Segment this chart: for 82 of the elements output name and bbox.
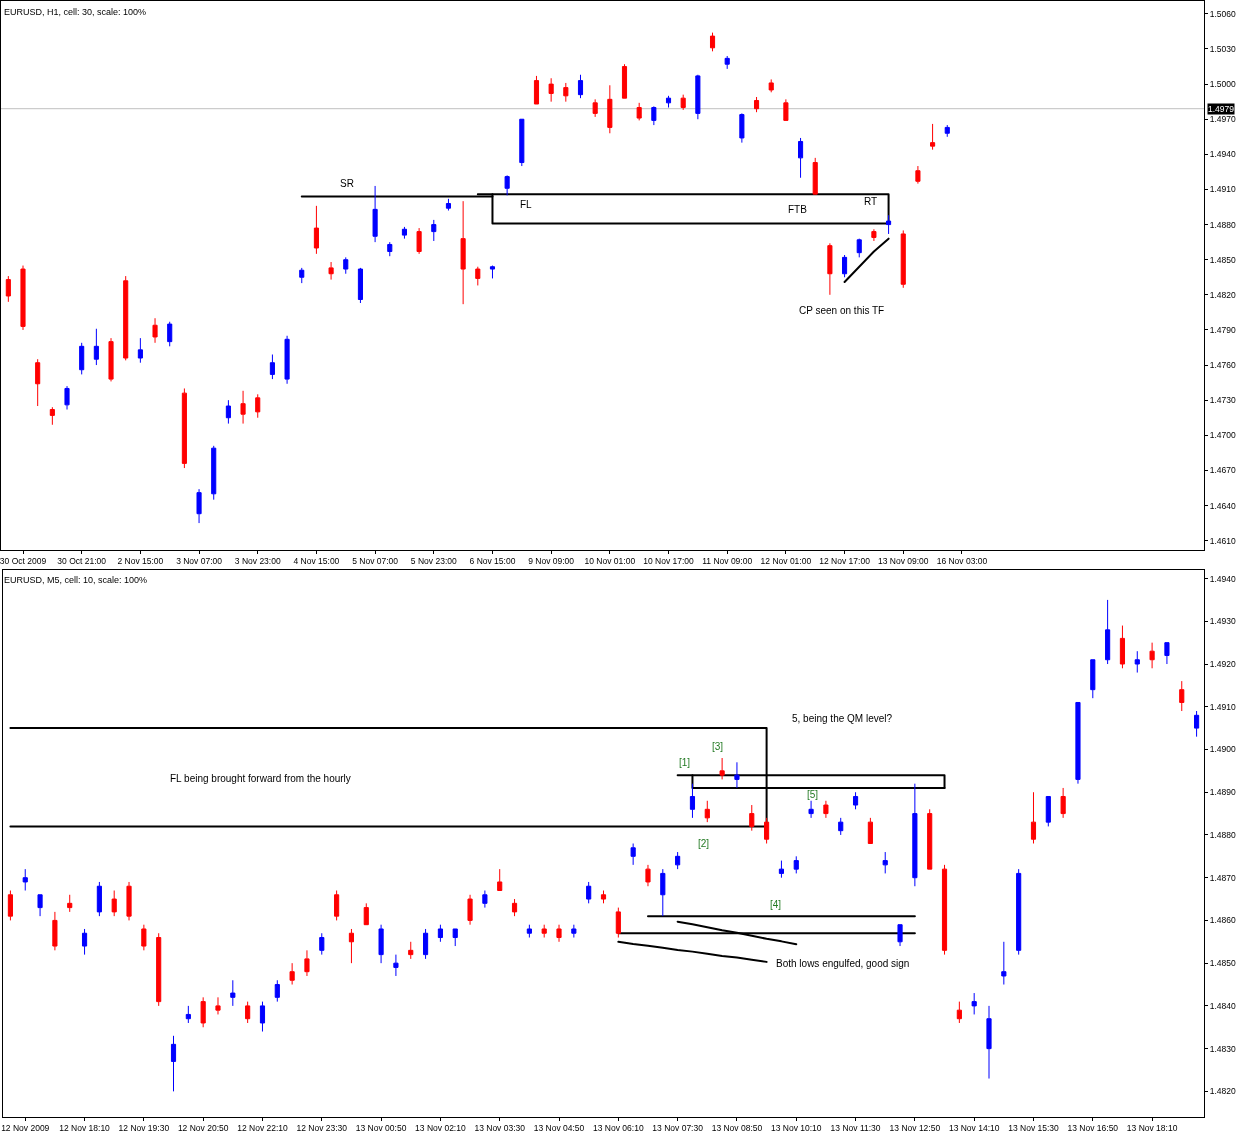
y-tick-label: 1.4850 [1209,958,1236,969]
x-tick-label: 4 Nov 15:00 [293,556,340,567]
y-tick-label: 1.4900 [1209,744,1236,755]
y-tick-label: 1.4850 [1209,254,1236,265]
x-tick-label: 13 Nov 00:50 [355,1123,407,1134]
x-tick-label: 13 Nov 07:30 [652,1123,704,1134]
y-tick-label: 1.4830 [1209,1043,1236,1054]
x-tick-label: 12 Nov 18:10 [59,1123,111,1134]
y-tick-label: 1.4760 [1209,360,1236,371]
annotation: [5] [807,789,819,800]
y-tick-label: 1.5060 [1209,8,1236,19]
x-tick-label: 13 Nov 04:50 [533,1123,585,1134]
y-tick-label: 1.4940 [1209,573,1236,584]
y-tick-label: 1.4880 [1209,829,1236,840]
x-tick-label: 12 Nov 22:10 [237,1123,289,1134]
x-tick-label: 12 Nov 19:30 [118,1123,170,1134]
x-tick-label: 12 Nov 2009 [1,1123,50,1134]
y-tick-label: 1.4890 [1209,787,1236,798]
y-tick-label: 1.4790 [1209,324,1236,335]
x-tick-label: 13 Nov 02:10 [415,1123,466,1134]
y-tick-label: 1.4880 [1209,219,1236,230]
y-tick-label: 1.4640 [1209,500,1236,511]
x-tick-label: 30 Oct 2009 [0,556,47,567]
annotation: [4] [770,899,782,910]
annotation: [3] [712,741,724,752]
x-tick-label: 13 Nov 08:50 [711,1123,763,1134]
text: EURUSD, H1, cell: 30, scale: 100% [4,7,147,18]
annotation: SR [340,178,354,189]
annotation: [1] [679,757,691,768]
annotation: FL [520,199,533,210]
x-tick-label: 13 Nov 12:50 [889,1123,941,1134]
x-tick-label: 5 Nov 07:00 [352,556,399,567]
y-tick-label: 1.4970 [1209,114,1236,125]
x-tick-label: 10 Nov 17:00 [643,556,695,567]
y-tick-label: 1.4860 [1209,915,1236,926]
x-tick-label: 11 Nov 09:00 [702,556,753,567]
y-tick-label: 1.4910 [1209,701,1236,712]
x-tick-label: 13 Nov 14:10 [948,1123,1000,1134]
annotation: RT [864,196,878,207]
x-tick-label: 16 Nov 03:00 [936,556,988,567]
x-tick-label: 13 Nov 06:10 [593,1123,644,1134]
y-tick-label: 1.4700 [1209,430,1236,441]
x-tick-label: 12 Nov 20:50 [177,1123,229,1134]
x-tick-label: 3 Nov 23:00 [234,556,281,567]
y-tick-label: 1.4940 [1209,149,1236,160]
y-tick-label: 1.4820 [1209,1086,1236,1097]
y-tick-label: 1.4670 [1209,465,1236,476]
annotation: Both lows engulfed, good sign [776,958,910,969]
x-tick-label: 9 Nov 09:00 [528,556,575,567]
x-tick-label: 13 Nov 18:10 [1126,1123,1178,1134]
x-tick-label: 12 Nov 23:30 [296,1123,348,1134]
y-tick-label: 1.4920 [1209,658,1236,669]
y-tick-label: 1.4870 [1209,872,1236,883]
x-tick-label: 6 Nov 15:00 [469,556,516,567]
y-tick-label: 1.4930 [1209,616,1236,627]
annotation: CP seen on this TF [799,305,885,316]
text: EURUSD, M5, cell: 10, scale: 100% [4,575,148,586]
y-tick-label: 1.4910 [1209,184,1236,195]
x-tick-label: 3 Nov 07:00 [176,556,223,567]
y-tick-label: 1.4730 [1209,395,1236,406]
x-tick-label: 12 Nov 01:00 [760,556,812,567]
x-tick-label: 13 Nov 11:30 [830,1123,881,1134]
annotation: FL being brought forward from the hourly [170,773,351,784]
x-tick-label: 2 Nov 15:00 [117,556,164,567]
x-tick-label: 13 Nov 09:00 [877,556,929,567]
y-tick-label: 1.4610 [1209,535,1236,546]
x-tick-label: 13 Nov 16:50 [1067,1123,1119,1134]
annotation: [2] [698,838,710,849]
x-tick-label: 13 Nov 15:30 [1008,1123,1060,1134]
y-tick-label: 1.4840 [1209,1000,1236,1011]
x-tick-label: 10 Nov 01:00 [584,556,636,567]
y-tick-label: 1.5000 [1209,79,1236,90]
x-tick-label: 12 Nov 17:00 [819,556,871,567]
y-tick-label: 1.4820 [1209,289,1236,300]
annotation: FTB [788,204,808,215]
annotation: 5, being the QM level? [792,713,893,724]
x-tick-label: 5 Nov 23:00 [410,556,457,567]
x-tick-label: 13 Nov 10:10 [770,1123,822,1134]
ref-line-label: 1.4979 [1208,104,1235,114]
x-tick-label: 13 Nov 03:30 [474,1123,526,1134]
x-tick-label: 30 Oct 21:00 [57,556,107,567]
y-tick-label: 1.5030 [1209,43,1236,54]
